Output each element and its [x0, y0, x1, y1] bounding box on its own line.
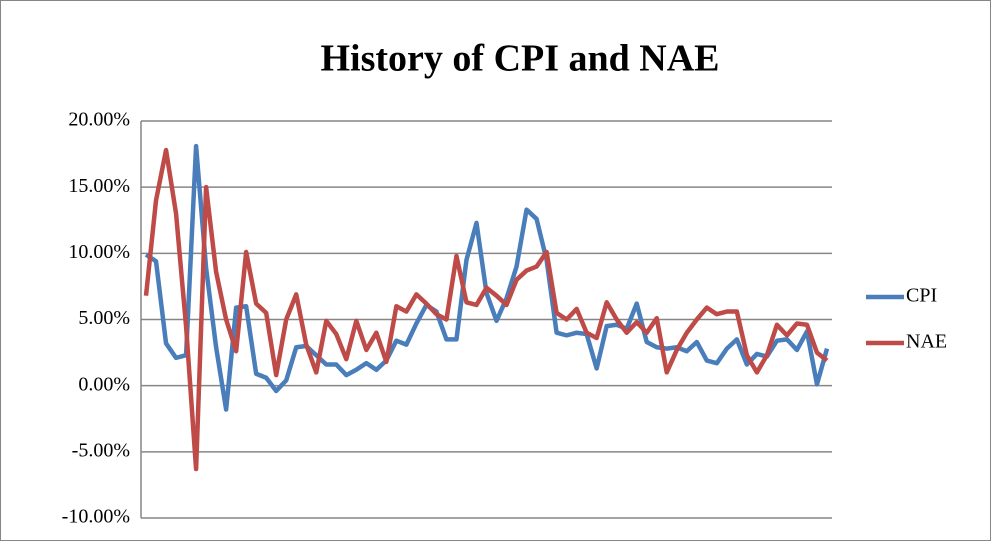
y-tick-label: 10.00% [68, 241, 130, 263]
y-tick-label: 0.00% [78, 373, 130, 395]
series-line [143, 147, 829, 472]
chart-title: History of CPI and NAE [320, 38, 719, 80]
y-tick-label: 20.00% [68, 109, 130, 131]
y-tick-label: 15.00% [68, 175, 130, 197]
legend-label: CPI [906, 285, 937, 307]
series-line [144, 143, 830, 412]
y-tick-label: 5.00% [78, 307, 130, 329]
legend-label: NAE [906, 331, 947, 353]
y-tick-label: -10.00% [62, 506, 130, 528]
y-tick-label: -5.00% [72, 439, 130, 461]
